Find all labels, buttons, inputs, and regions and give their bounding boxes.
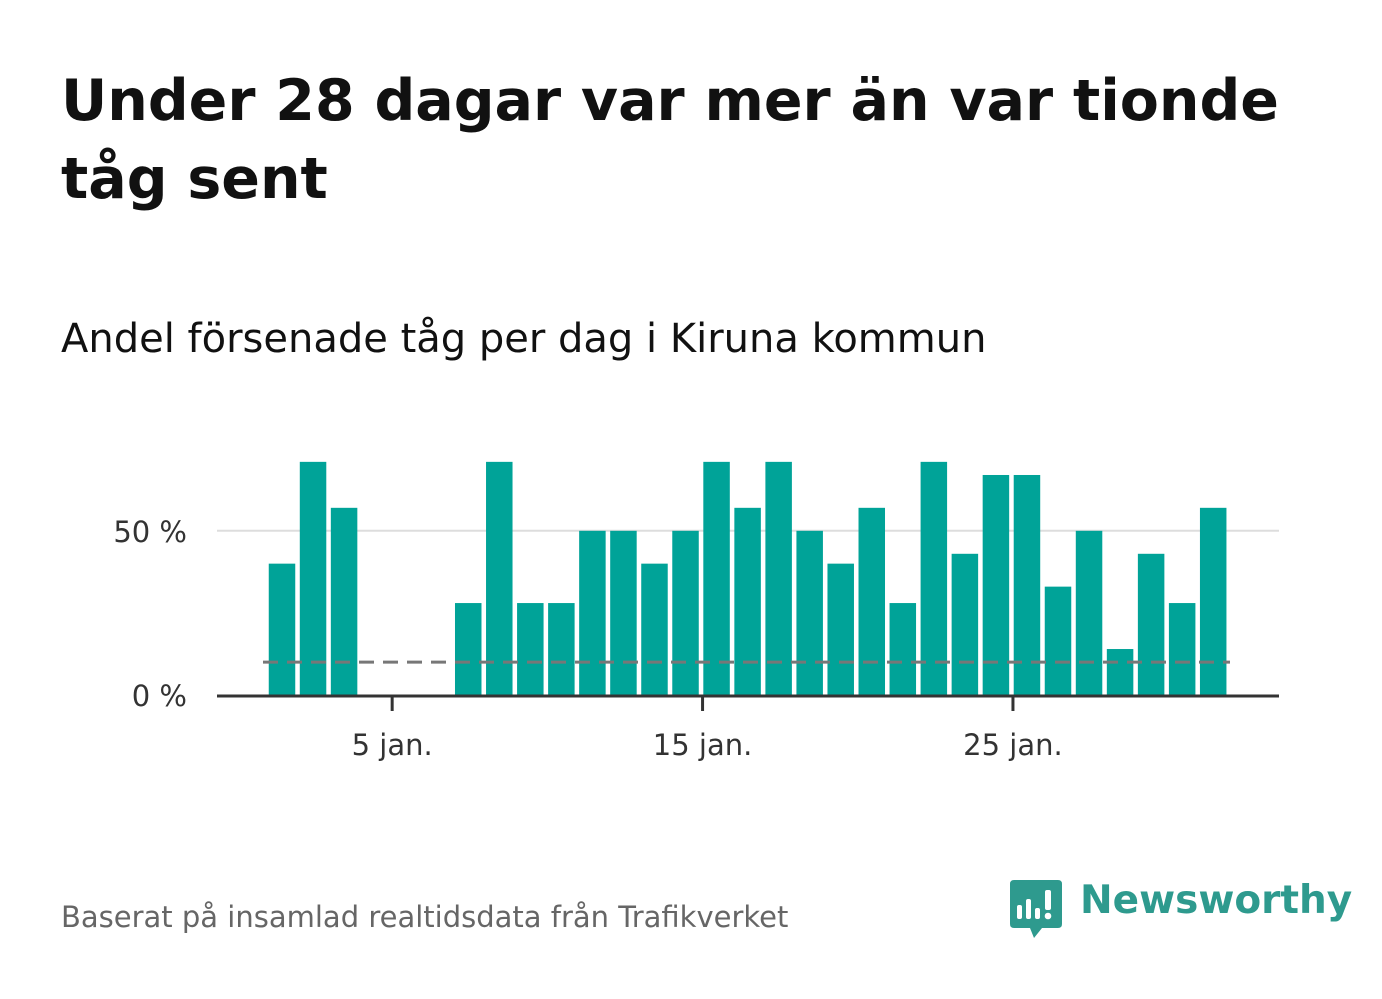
bar-day-17: [765, 461, 792, 695]
y-tick-label-0: 0 %: [132, 679, 187, 713]
bar-day-16: [734, 507, 761, 695]
newsworthy-logo-icon: [1010, 880, 1062, 938]
bar-day-26: [1044, 586, 1072, 695]
bar-day-22: [920, 461, 948, 695]
bar-day-13: [641, 563, 668, 695]
x-tick-label-15: 15 jan.: [653, 728, 753, 762]
x-tick-label-25: 25 jan.: [963, 728, 1063, 762]
bar-day-25: [1013, 474, 1041, 695]
y-tick-label-50: 50 %: [113, 515, 187, 549]
bar-day-23: [951, 553, 979, 695]
bar-day-27: [1075, 530, 1103, 695]
bar-day-31: [1199, 507, 1227, 695]
chart-subtitle: Andel försenade tåg per dag i Kiruna kom…: [61, 316, 987, 362]
bar-day-18: [796, 530, 823, 695]
bar-day-24: [982, 474, 1010, 695]
y-axis-ticks: 0 % 50 %: [113, 515, 187, 713]
bar-day-3: [330, 507, 358, 695]
bar-day-29: [1137, 553, 1165, 695]
x-axis-ticks: 5 jan. 15 jan. 25 jan.: [352, 697, 1063, 762]
bar-chart: 0 % 50 % 5 jan. 15 jan. 25 jan.: [113, 461, 1279, 762]
bar-day-1: [268, 563, 296, 695]
bar-day-7: [454, 603, 482, 695]
bar-day-2: [299, 461, 327, 695]
source-note: Baserat på insamlad realtidsdata från Tr…: [61, 900, 789, 934]
newsworthy-logo-text: Newsworthy: [1080, 878, 1353, 923]
bar-day-11: [579, 530, 606, 695]
bar-day-20: [858, 507, 886, 695]
chart-title: Under 28 dagar var mer än var tionde tåg…: [61, 68, 1279, 212]
bar-day-15: [703, 461, 730, 695]
x-tick-label-5: 5 jan.: [352, 728, 433, 762]
bar-day-21: [889, 603, 917, 695]
bar-day-9: [517, 603, 544, 695]
bar-day-8: [486, 461, 513, 695]
bar-day-10: [548, 603, 575, 695]
bars: [268, 461, 1227, 695]
bar-day-28: [1106, 649, 1134, 695]
bar-day-19: [827, 563, 854, 695]
bar-day-12: [610, 530, 637, 695]
bar-day-14: [672, 530, 699, 695]
bar-day-30: [1168, 603, 1196, 695]
